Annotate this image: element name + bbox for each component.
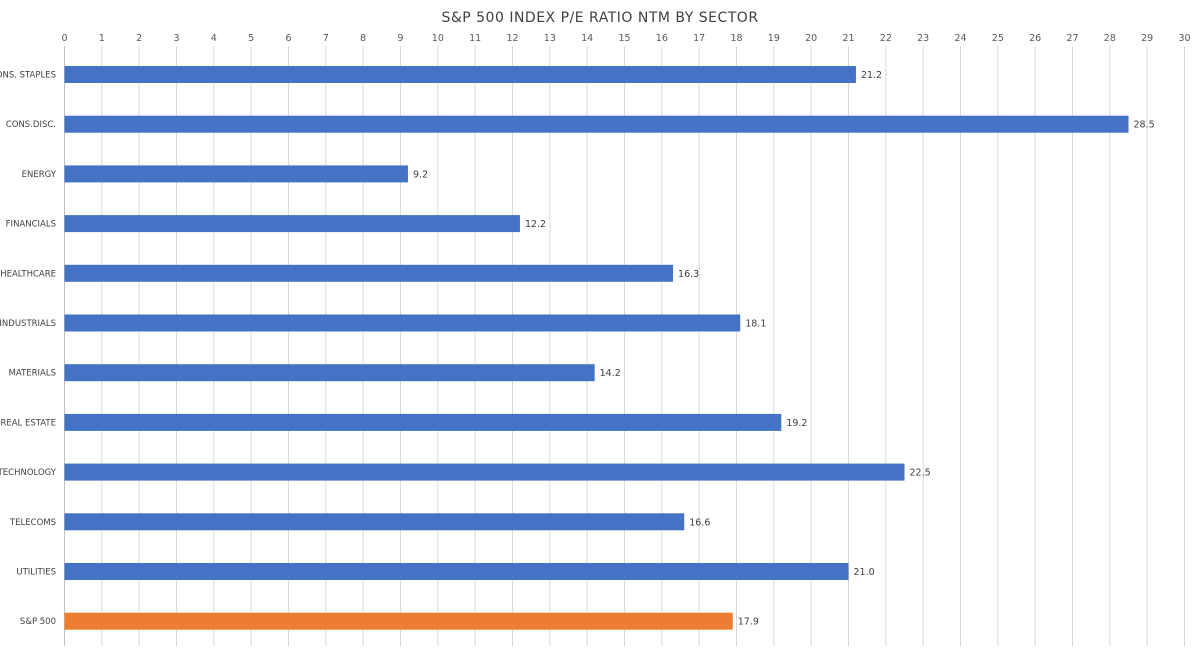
category-label: CONS.DISC.: [6, 120, 56, 130]
data-label: 18.1: [745, 319, 766, 330]
category-label: INDUSTRIALS: [0, 319, 56, 329]
x-tick-label: 28: [1104, 33, 1116, 44]
x-tick-label: 1: [99, 33, 105, 44]
x-tick-label: 20: [805, 33, 817, 44]
category-label: TELECOMS: [9, 518, 56, 528]
bar-energy: [64, 165, 408, 183]
gridlines: [64, 46, 1185, 646]
x-tick-label: 15: [618, 33, 630, 44]
bar-healthcare: [64, 264, 674, 282]
bar-telecoms: [64, 513, 685, 531]
x-tick-label: 25: [992, 33, 1004, 44]
category-label: S&P 500: [20, 617, 56, 627]
x-tick-label: 17: [693, 33, 705, 44]
bar-technology: [64, 463, 905, 481]
data-label: 21.2: [861, 70, 882, 81]
data-labels: 21.2 28.5 9.2 12.2 16.3 18.1 14.2 19.2 22.5 16.6 2…: [413, 70, 1155, 628]
x-axis-ticks: 0 1 2 3 4 5 6 7 8 9 10 11 12 13 14 15 16 17 18 19 20 21 22 23 24…: [61, 33, 1190, 44]
bar-cons-disc: [64, 115, 1129, 133]
x-tick-label: 24: [954, 33, 966, 44]
x-tick-label: 9: [397, 33, 403, 44]
bar-real-estate: [64, 413, 782, 431]
category-label: UTILITIES: [16, 568, 56, 578]
category-label: MATERIALS: [9, 369, 56, 379]
x-tick-label: 13: [544, 33, 556, 44]
x-tick-label: 14: [581, 33, 593, 44]
category-label: TECHNOLOGY: [0, 468, 57, 478]
x-tick-label: 0: [61, 33, 67, 44]
data-label: 17.9: [738, 617, 759, 628]
x-tick-label: 29: [1141, 33, 1153, 44]
category-label: FINANCIALS: [6, 220, 56, 230]
x-tick-label: 10: [432, 33, 444, 44]
data-label: 21.0: [854, 567, 875, 578]
category-label: CONS. STAPLES: [0, 71, 56, 81]
bar-utilities: [64, 563, 849, 580]
bar-materials: [64, 364, 595, 382]
x-tick-label: 23: [917, 33, 929, 44]
x-tick-label: 3: [173, 33, 179, 44]
x-tick-label: 12: [506, 33, 518, 44]
bar-industrials: [64, 314, 741, 332]
data-label: 22.5: [910, 468, 931, 479]
x-tick-label: 8: [360, 33, 366, 44]
x-tick-label: 19: [768, 33, 780, 44]
data-label: 19.2: [786, 418, 807, 429]
bars: [64, 66, 1129, 630]
data-label: 16.6: [689, 517, 710, 528]
data-label: 16.3: [678, 269, 699, 280]
data-label: 14.2: [600, 368, 621, 379]
x-tick-label: 16: [656, 33, 668, 44]
x-tick-label: 22: [880, 33, 892, 44]
bar-s-p-500: [64, 612, 733, 630]
data-label: 12.2: [525, 219, 546, 230]
x-tick-label: 26: [1029, 33, 1041, 44]
x-tick-label: 30: [1178, 33, 1190, 44]
category-label: REAL ESTATE: [0, 418, 56, 428]
data-label: 9.2: [413, 169, 428, 180]
x-tick-label: 11: [469, 33, 481, 44]
bar-financials: [64, 215, 520, 233]
x-tick-label: 5: [248, 33, 254, 44]
x-tick-label: 6: [285, 33, 291, 44]
x-tick-label: 27: [1066, 33, 1078, 44]
category-label: ENERGY: [22, 170, 57, 180]
x-tick-label: 18: [730, 33, 742, 44]
data-label: 28.5: [1134, 120, 1155, 131]
bar-cons-staples: [64, 66, 856, 83]
x-tick-label: 21: [842, 33, 854, 44]
category-label: HEALTHCARE: [0, 269, 56, 279]
category-labels: CONS. STAPLES CONS.DISC. ENERGY FINANCIALS H…: [0, 71, 57, 628]
chart-title: S&P 500 INDEX P/E RATIO NTM BY SECTOR: [441, 10, 758, 26]
x-tick-label: 7: [323, 33, 329, 44]
x-tick-label: 2: [136, 33, 142, 44]
x-tick-label: 4: [211, 33, 217, 44]
